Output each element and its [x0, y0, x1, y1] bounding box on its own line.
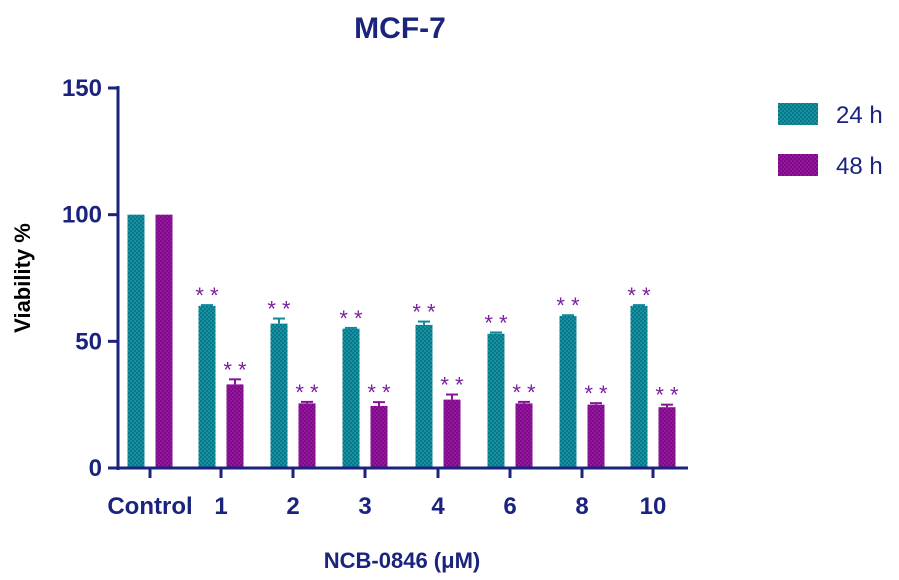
x-axis-label: NCB-0846 (μM) — [324, 548, 480, 573]
error-bar — [273, 317, 285, 324]
error-bar — [562, 314, 574, 317]
bar-48h-3 — [370, 405, 388, 468]
significance-marker: * * — [627, 283, 651, 308]
y-tick-label: 150 — [62, 75, 102, 102]
significance-marker: * * — [295, 380, 319, 405]
x-tick-label: 10 — [640, 493, 667, 520]
significance-marker: * * — [195, 283, 219, 308]
x-tick-label: 6 — [503, 493, 516, 520]
error-bar — [373, 401, 385, 406]
error-bar — [229, 378, 241, 385]
significance-marker: * * — [484, 310, 508, 335]
significance-marker: * * — [556, 293, 580, 318]
error-bar — [490, 331, 502, 334]
bar-24h-3 — [342, 328, 360, 468]
bar-24h-10 — [630, 305, 648, 468]
significance-marker: * * — [655, 383, 679, 408]
error-bar — [418, 320, 430, 325]
y-tick-label: 50 — [75, 328, 102, 355]
bar-24h-4 — [415, 324, 433, 468]
significance-marker: * * — [223, 357, 247, 382]
x-tick-label: 8 — [575, 493, 588, 520]
significance-marker: * * — [339, 306, 363, 331]
bar-48h-6 — [515, 403, 533, 468]
error-bar — [518, 400, 530, 404]
significance-marker: * * — [367, 380, 391, 405]
bar-24h-1 — [198, 305, 216, 468]
bar-48h-10 — [658, 407, 676, 468]
legend-swatch-48h — [778, 154, 818, 176]
legend-label-24h: 24 h — [836, 102, 883, 129]
x-tick-label: 4 — [431, 493, 445, 520]
bar-48h-4 — [443, 399, 461, 468]
x-tick-label: Control — [107, 493, 192, 520]
bar-48h-8 — [587, 404, 605, 468]
chart-title: MCF-7 — [354, 12, 446, 45]
significance-marker: * * — [584, 381, 608, 406]
y-axis-label: Viability % — [10, 223, 35, 333]
error-bar — [661, 403, 673, 408]
y-tick-label: 0 — [89, 455, 102, 482]
bar-24h-6 — [487, 333, 505, 468]
significance-marker: * * — [412, 300, 436, 325]
x-tick-label: 1 — [214, 493, 227, 520]
bars-layer: * * * * * * * * * * * * * * * * * * * * * * * * * * *… — [127, 214, 679, 468]
error-bar — [633, 304, 645, 307]
x-tick-label: 3 — [358, 493, 371, 520]
bar-48h-Control — [155, 214, 173, 468]
error-bar — [446, 393, 458, 400]
significance-marker: * * — [512, 380, 536, 405]
y-tick-label: 100 — [62, 202, 102, 229]
error-bar — [201, 304, 213, 307]
legend: 24 h 48 h — [778, 102, 883, 180]
bar-24h-2 — [270, 323, 288, 468]
significance-marker: * * — [267, 297, 291, 322]
error-bar — [301, 400, 313, 404]
bar-24h-Control — [127, 214, 145, 468]
axes-layer: 0 50 100 150 Control 1 2 3 4 6 8 10 — [62, 75, 688, 520]
bar-24h-8 — [559, 316, 577, 468]
legend-swatch-24h — [778, 103, 818, 125]
bar-48h-1 — [226, 384, 244, 468]
error-bar — [345, 326, 357, 329]
error-bar — [590, 402, 602, 405]
significance-marker: * * — [440, 373, 464, 398]
legend-label-48h: 48 h — [836, 153, 883, 180]
x-tick-label: 2 — [286, 493, 299, 520]
bar-48h-2 — [298, 403, 316, 468]
